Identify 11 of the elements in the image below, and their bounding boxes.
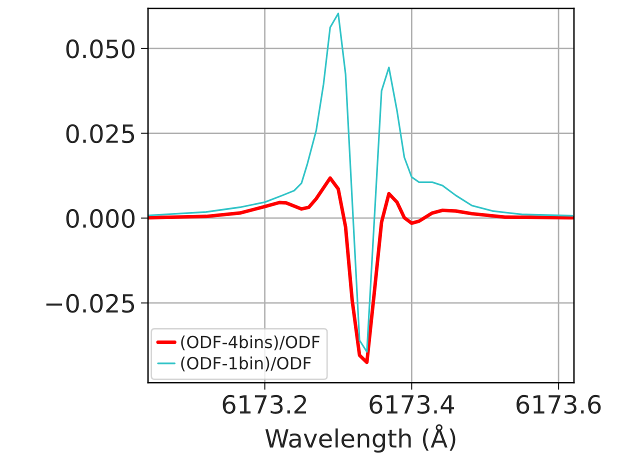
y-tick-label: 0.050 <box>66 39 135 58</box>
legend-label: (ODF-1bin)/ODF <box>181 356 311 372</box>
line-series <box>148 12 574 353</box>
x-tick-label: 6173.4 <box>370 394 454 414</box>
y-tick-label: 0.000 <box>66 209 135 228</box>
x-tick-label: 6173.2 <box>222 394 306 414</box>
x-tick-label: 6173.6 <box>516 394 601 414</box>
x-axis-title: Wavelength (Å) <box>265 424 456 453</box>
y-tick-label: 0.025 <box>66 124 134 144</box>
y-tick-label: −0.025 <box>46 294 134 313</box>
legend-label: (ODF-4bins)/ODF <box>181 335 320 350</box>
